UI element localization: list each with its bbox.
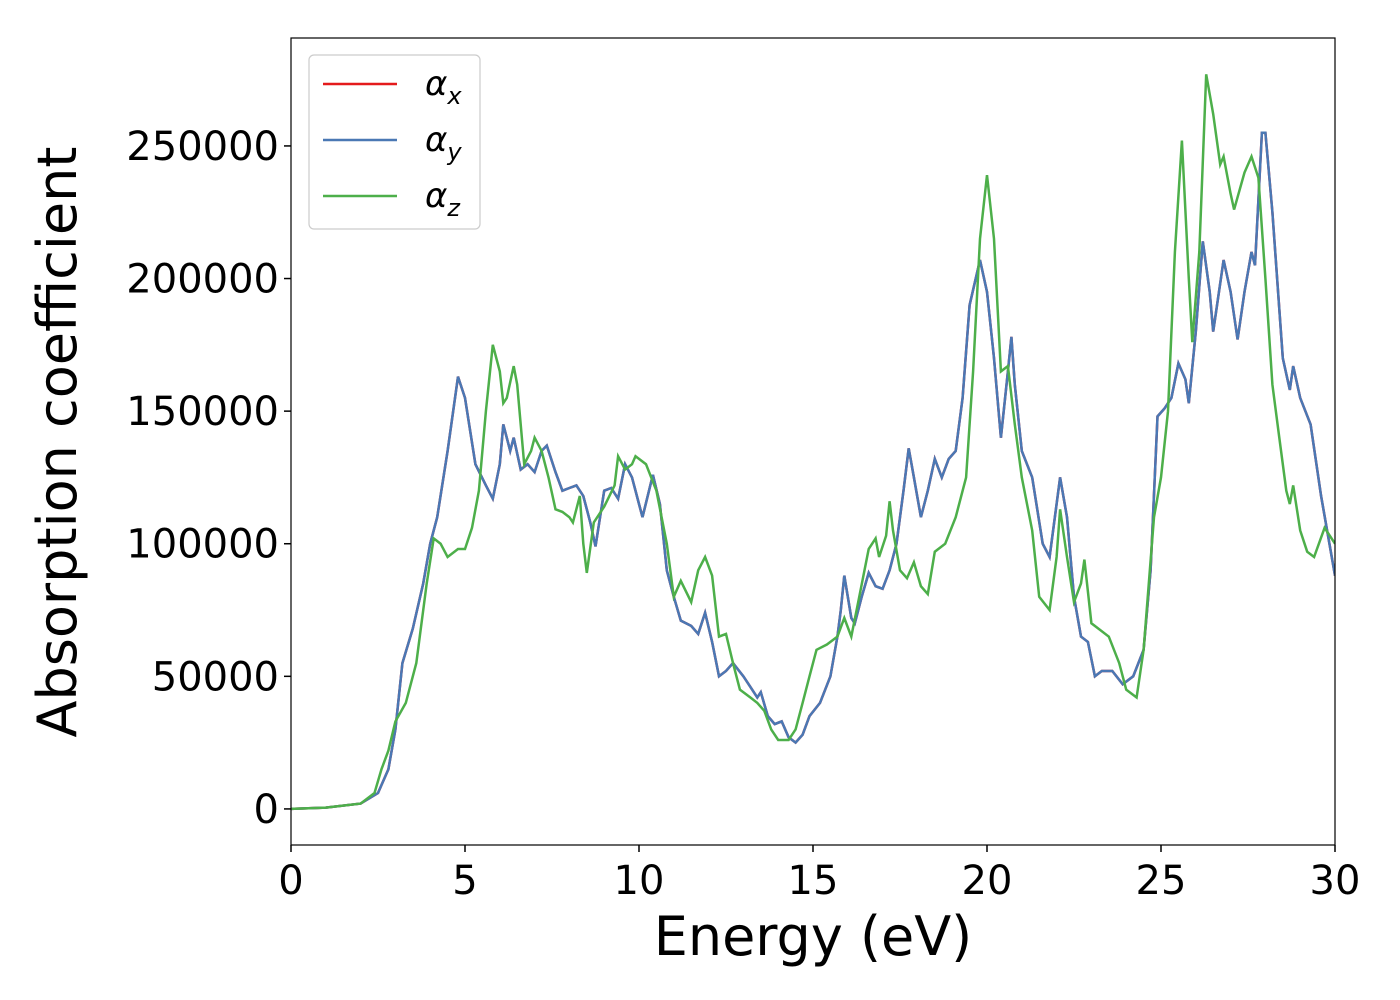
y-tick-label: 150000 xyxy=(126,389,279,435)
x-tick-label: 20 xyxy=(962,858,1013,904)
y-tick-label: 200000 xyxy=(126,257,279,303)
legend-label: αx xyxy=(425,64,462,110)
y-axis-label: Absorption coefficient xyxy=(26,147,89,738)
series-line xyxy=(291,131,1335,811)
legend-box xyxy=(308,54,481,230)
y-tick-label: 250000 xyxy=(126,124,279,170)
x-tick-label: 5 xyxy=(452,858,477,904)
y-tick-label: 50000 xyxy=(152,654,279,700)
series-line xyxy=(291,74,1335,811)
x-tick-label: 0 xyxy=(278,858,303,904)
x-tick-label: 15 xyxy=(788,858,839,904)
x-tick-label: 30 xyxy=(1310,858,1361,904)
x-tick-label: 25 xyxy=(1136,858,1187,904)
legend-label: αy xyxy=(425,120,462,166)
y-tick-label: 0 xyxy=(254,787,279,833)
legend-label: αz xyxy=(425,176,461,222)
y-tick-label: 100000 xyxy=(126,522,279,568)
x-axis-label: Energy (eV) xyxy=(654,905,973,968)
plot-frame xyxy=(290,37,1336,846)
x-tick-label: 10 xyxy=(614,858,665,904)
